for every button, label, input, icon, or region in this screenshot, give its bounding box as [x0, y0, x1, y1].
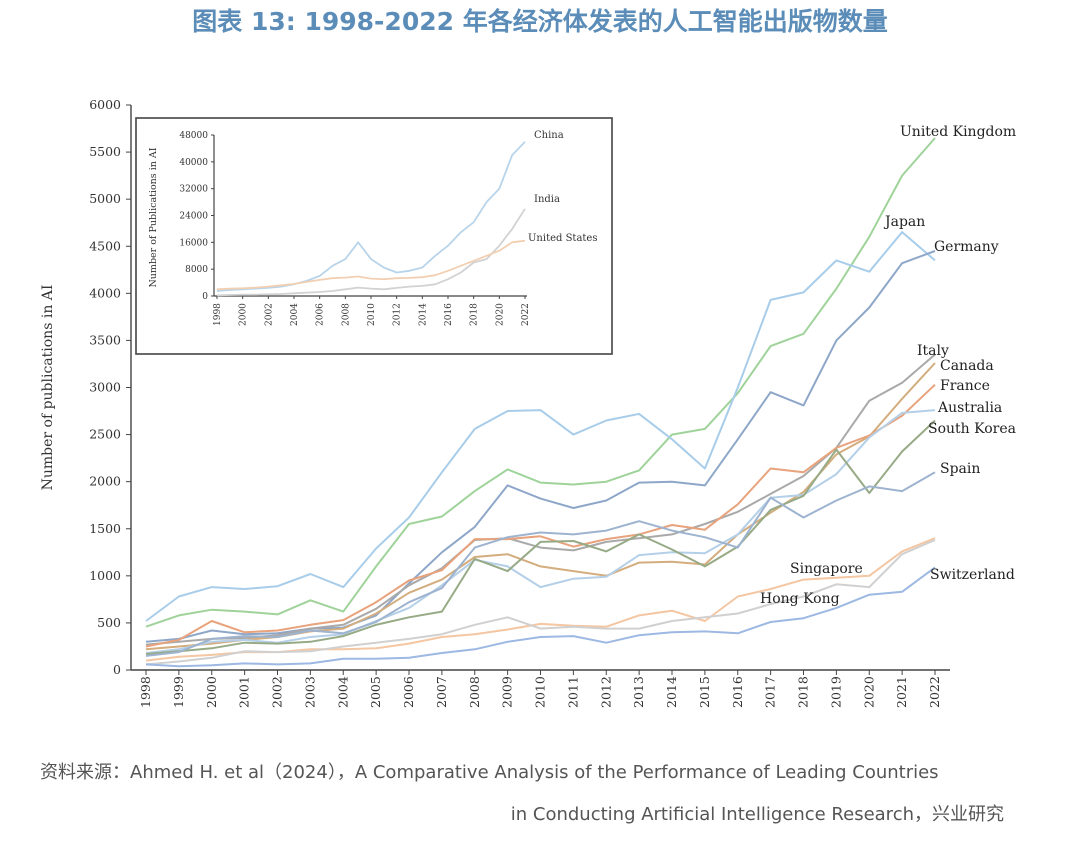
x-tick-label: 2005: [368, 676, 383, 708]
inset-x-tick-label: 2022: [521, 303, 531, 326]
x-tick-label: 2015: [697, 676, 712, 708]
y-tick-label: 2000: [89, 474, 121, 489]
inset-x-tick-label: 2008: [341, 303, 351, 326]
main-plot-area: 0 500 1000 1500 2000 2500 3000 3500 4000 4500 5000…: [40, 97, 1016, 708]
x-tick-label: 2013: [631, 676, 646, 708]
inset-x-tick-label: 2000: [239, 303, 249, 326]
y-tick-label: 2500: [89, 427, 121, 442]
y-tick-label: 0: [113, 662, 121, 677]
series-label-united-kingdom: United Kingdom: [900, 124, 1016, 140]
series-label-germany: Germany: [934, 239, 999, 255]
inset-x-tick-label: 2010: [367, 303, 377, 326]
inset-y-tick-label: 0: [202, 292, 208, 302]
inset-y-tick-label: 40000: [179, 158, 208, 168]
y-tick-label: 5000: [89, 191, 121, 206]
x-tick-label: 2008: [467, 676, 482, 708]
inset-y-tick-label: 16000: [179, 238, 208, 248]
x-tick-label: 2003: [302, 676, 317, 708]
source-line-2: in Conducting Artificial Intelligence Re…: [510, 804, 1004, 825]
x-tick-label: 2020: [861, 676, 876, 708]
series-label-singapore: Singapore: [790, 561, 863, 577]
inset-y-tick-label: 24000: [179, 212, 208, 222]
series-label-france: France: [940, 378, 990, 394]
inset-x-tick-label: 2018: [470, 303, 480, 326]
series-line-france: [145, 383, 936, 648]
x-tick-label: 2019: [828, 676, 843, 708]
series-label-switzerland: Switzerland: [930, 567, 1015, 583]
series-label-south-korea: South Korea: [928, 421, 1016, 437]
x-tick-label: 1998: [138, 676, 153, 708]
page-title: 图表 13: 1998-2022 年各经济体发表的人工智能出版物数量: [192, 7, 888, 36]
series-line-switzerland: [145, 566, 936, 668]
y-tick-label: 6000: [89, 97, 121, 112]
x-tick-label: 1999: [171, 676, 186, 708]
y-tick-label: 3000: [89, 380, 121, 395]
x-tick-label: 2004: [335, 676, 350, 708]
x-tick-label: 2014: [664, 676, 679, 708]
inset-series-label-china: China: [534, 130, 564, 141]
inset-x-tick-label: 2004: [290, 303, 300, 326]
inset-y-axis-label: Number of Publications in AI: [148, 147, 159, 287]
x-tick-label: 2011: [565, 676, 580, 708]
y-tick-label: 500: [97, 615, 121, 630]
x-tick-label: 2018: [796, 676, 811, 708]
series-label-spain: Spain: [940, 461, 980, 477]
x-tick-label: 2006: [401, 676, 416, 708]
inset-plot-area: 0 8000 16000 24000 32000 40000 48000 1998 2000 20…: [148, 130, 597, 326]
series-line-germany: [145, 250, 936, 643]
x-tick-label: 2000: [204, 676, 219, 708]
inset-x-tick-label: 2012: [393, 303, 403, 326]
y-tick-label: 5500: [89, 144, 121, 159]
inset-x-tick-label: 2014: [418, 303, 428, 326]
y-axis-label: Number of publications in AI: [40, 285, 56, 491]
x-tick-label: 2007: [434, 676, 449, 708]
inset-series-label-india: India: [534, 194, 560, 205]
y-tick-label: 1000: [89, 568, 121, 583]
x-tick-label: 2021: [894, 676, 909, 708]
inset-x-tick-label: 2006: [316, 303, 326, 326]
inset-series-label-united-states: United States: [528, 233, 597, 244]
inset-x-tick-label: 2020: [495, 303, 505, 326]
series-line-spain: [145, 471, 936, 657]
series-line-hong-kong: [145, 539, 936, 666]
y-tick-label: 3500: [89, 332, 121, 347]
x-tick-label: 2017: [763, 676, 778, 708]
series-label-hong-kong: Hong Kong: [760, 591, 840, 607]
inset-series-line-united-states: [216, 239, 526, 291]
series-label-italy: Italy: [917, 343, 949, 359]
y-tick-label: 4000: [89, 285, 121, 300]
inset-x-tick-label: 1998: [213, 303, 223, 326]
inset-frame: [135, 117, 613, 355]
inset-y-tick-label: 32000: [179, 185, 208, 195]
inset-y-tick-label: 48000: [179, 131, 208, 141]
series-line-japan: [145, 231, 936, 622]
series-label-japan: Japan: [883, 214, 925, 230]
x-tick-label: 2012: [598, 676, 613, 708]
x-tick-label: 2022: [927, 676, 942, 708]
inset-series-line-india: [216, 208, 526, 297]
y-tick-label: 4500: [89, 238, 121, 253]
x-tick-label: 2009: [500, 676, 515, 708]
series-label-australia: Australia: [937, 400, 1002, 416]
y-tick-label: 1500: [89, 521, 121, 536]
source-line-1: 资料来源：Ahmed H. et al（2024），A Comparative …: [40, 762, 939, 783]
x-tick-label: 2002: [270, 676, 285, 708]
x-tick-label: 2001: [237, 676, 252, 708]
series-line-italy: [145, 353, 936, 646]
x-tick-label: 2010: [533, 676, 548, 708]
inset-y-tick-label: 8000: [185, 265, 208, 275]
series-line-south-korea: [145, 419, 936, 655]
series-label-canada: Canada: [940, 358, 994, 374]
x-tick-label: 2016: [730, 676, 745, 708]
series-line-united-kingdom: [145, 137, 936, 628]
inset-x-tick-label: 2002: [264, 303, 274, 326]
inset-series-line-china: [216, 141, 526, 292]
inset-x-tick-label: 2016: [444, 303, 454, 326]
